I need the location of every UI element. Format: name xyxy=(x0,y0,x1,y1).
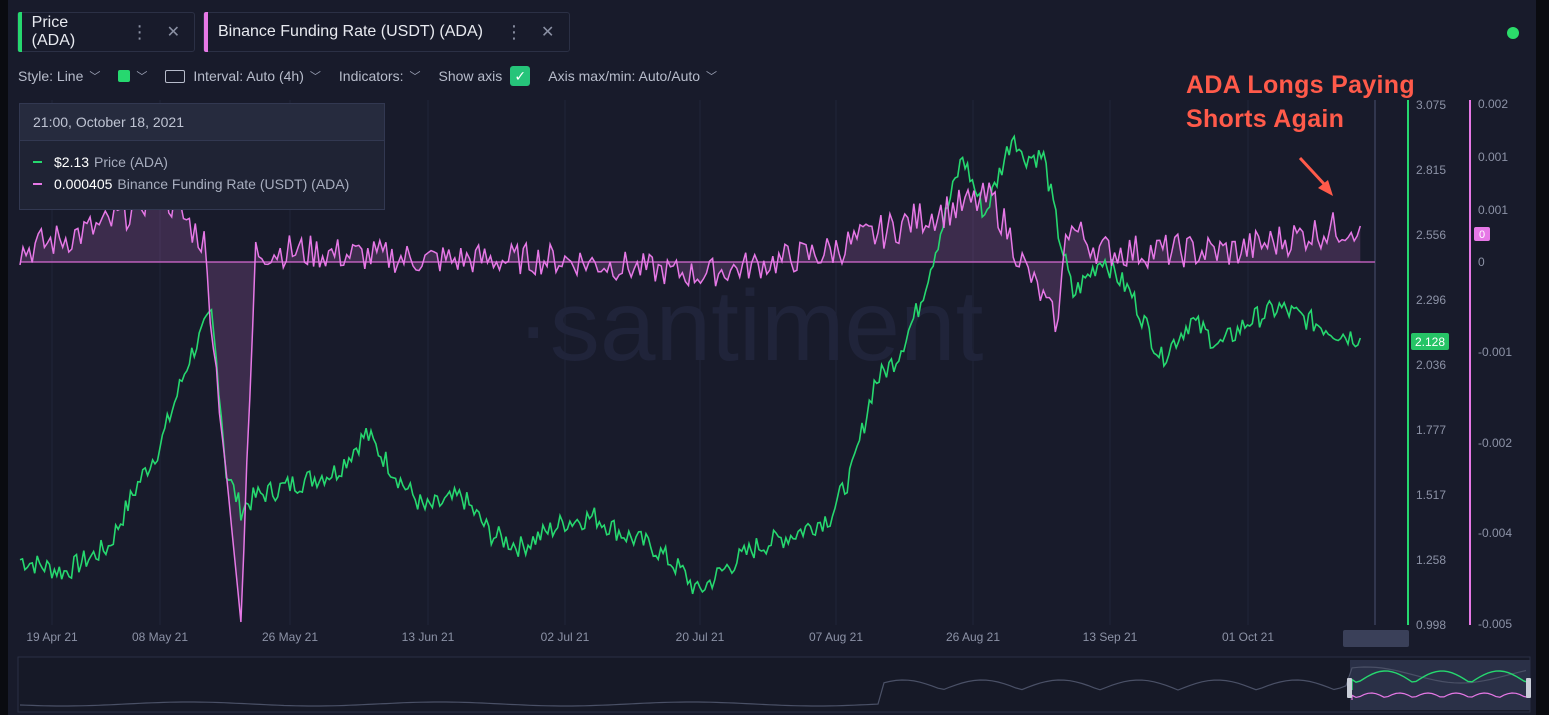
indicators-label: Indicators: xyxy=(338,68,404,84)
show-axis-toggle[interactable]: Show axis ✓ xyxy=(438,66,531,86)
close-icon[interactable]: ✕ xyxy=(166,24,180,41)
more-options-icon[interactable]: ⋮ xyxy=(130,21,149,42)
tooltip-price-label: Price (ADA) xyxy=(94,154,168,170)
minimap-price-line xyxy=(1351,670,1529,690)
tab-price-ada[interactable]: Price (ADA) ⋮ ✕ xyxy=(17,12,195,52)
x-tick-label: 07 Aug 21 xyxy=(809,630,863,644)
x-tick-label: 26 Aug 21 xyxy=(946,630,1000,644)
funding-tick-label: 0.001 xyxy=(1478,150,1508,164)
funding-tick-label: -0.001 xyxy=(1478,345,1512,359)
x-tick-label: 20 Jul 21 xyxy=(676,630,725,644)
annotation-arrowhead xyxy=(1318,180,1333,196)
price-tick-label: 1.517 xyxy=(1416,488,1446,502)
tooltip-funding-value: 0.000405 xyxy=(54,176,113,192)
chevron-down-icon: ﹀ xyxy=(89,71,101,83)
axis-label: Axis max/min: Auto/Auto xyxy=(548,68,701,84)
indicators-dropdown[interactable]: Indicators: ﹀ xyxy=(339,68,421,84)
chevron-down-icon: ﹀ xyxy=(706,71,718,83)
x-tick-label: 13 Jun 21 xyxy=(402,630,455,644)
minimap-handle-right xyxy=(1526,678,1531,698)
funding-tick-label: 0.001 xyxy=(1478,203,1508,217)
tooltip-price-value: $2.13 xyxy=(54,154,90,170)
x-tick-label: 19 Apr 21 xyxy=(26,630,78,644)
x-tick-label: 01 Oct 21 xyxy=(1222,630,1274,644)
legend-swatch xyxy=(33,161,42,163)
price-tick-label: 1.258 xyxy=(1416,553,1446,567)
status-indicator xyxy=(1507,27,1519,39)
minimap-history-line xyxy=(19,666,1527,707)
more-options-icon[interactable]: ⋮ xyxy=(504,21,523,42)
funding-area xyxy=(20,176,1361,623)
price-tick-label: 3.075 xyxy=(1416,98,1446,112)
style-dropdown[interactable]: Style: Line ﹀ xyxy=(18,68,100,84)
tooltip-funding-label: Binance Funding Rate (USDT) (ADA) xyxy=(117,176,350,192)
price-tick-label: 2.556 xyxy=(1416,228,1446,242)
tab-label: Binance Funding Rate (USDT) (ADA) xyxy=(218,23,483,40)
interval-dropdown[interactable]: Interval: Auto (4h) ﹀ xyxy=(165,68,321,84)
checkbox-checked-icon[interactable]: ✓ xyxy=(510,66,531,86)
price-current-badge xyxy=(1411,333,1449,350)
interval-label: Interval: Auto (4h) xyxy=(193,68,304,84)
tab-funding-rate[interactable]: Binance Funding Rate (USDT) (ADA) ⋮ ✕ xyxy=(203,12,570,52)
price-series-line xyxy=(19,134,1362,595)
price-current-value: 2.128 xyxy=(1415,335,1445,349)
current-date-highlight xyxy=(1343,630,1409,647)
axis-dropdown[interactable]: Axis max/min: Auto/Auto ﹀ xyxy=(548,68,717,84)
tab-color-bar xyxy=(18,12,22,52)
funding-tick-label: 0.002 xyxy=(1478,97,1508,111)
minimap-handle-left xyxy=(1347,678,1352,698)
price-tick-label: 1.777 xyxy=(1416,423,1446,437)
funding-series-line xyxy=(19,176,1362,623)
price-tick-label: 2.815 xyxy=(1416,163,1446,177)
x-tick-label: 13 Sep 21 xyxy=(1083,630,1138,644)
chevron-down-icon: ﹀ xyxy=(309,71,321,83)
minimap-funding-line xyxy=(1351,692,1529,700)
minimap-panel xyxy=(17,656,1531,713)
tooltip-price-row: $2.13 Price (ADA) xyxy=(33,151,384,173)
chart-toolbar: Style: Line ﹀ ﹀ Interval: Auto (4h) ﹀ Indi… xyxy=(18,66,735,86)
x-tick-label: 02 Jul 21 xyxy=(541,630,590,644)
tooltip: 21:00, October 18, 2021 $2.13 Price (ADA)… xyxy=(19,103,385,210)
color-dropdown[interactable]: ﹀ xyxy=(118,68,147,84)
ruler-icon xyxy=(165,69,186,83)
legend-swatch xyxy=(33,183,42,185)
tooltip-date: 21:00, October 18, 2021 xyxy=(20,104,384,141)
price-tick-label: 2.036 xyxy=(1416,358,1446,372)
tab-label: Price (ADA) xyxy=(31,14,76,49)
chart-annotation: ADA Longs Paying Shorts Again xyxy=(1186,68,1415,136)
price-tick-label: 0.998 xyxy=(1416,618,1446,632)
funding-tick-label: -0.004 xyxy=(1478,526,1512,540)
close-icon[interactable]: ✕ xyxy=(540,24,555,41)
price-tick-label: 2.296 xyxy=(1416,293,1446,307)
tab-color-bar xyxy=(204,12,208,52)
tooltip-funding-row: 0.000405 Binance Funding Rate (USDT) (ADA… xyxy=(33,173,384,195)
funding-tick-label: -0.002 xyxy=(1478,436,1512,450)
x-tick-label: 08 May 21 xyxy=(132,630,188,644)
funding-current-badge xyxy=(1474,227,1490,241)
style-label: Style: Line xyxy=(18,68,84,84)
funding-tick-label: -0.005 xyxy=(1478,617,1512,631)
chevron-down-icon: ﹀ xyxy=(409,71,421,83)
x-tick-label: 26 May 21 xyxy=(262,630,318,644)
funding-tick-label: 0 xyxy=(1478,255,1485,269)
annotation-arrow xyxy=(1298,156,1327,187)
annotation-line-1: ADA Longs Paying xyxy=(1186,71,1415,99)
chevron-down-icon: ﹀ xyxy=(136,71,148,83)
show-axis-label: Show axis xyxy=(438,68,503,84)
color-swatch-icon xyxy=(118,70,131,82)
watermark: ·santiment xyxy=(517,270,984,382)
funding-current-value: 0 xyxy=(1479,229,1485,241)
annotation-line-2: Shorts Again xyxy=(1186,105,1345,133)
